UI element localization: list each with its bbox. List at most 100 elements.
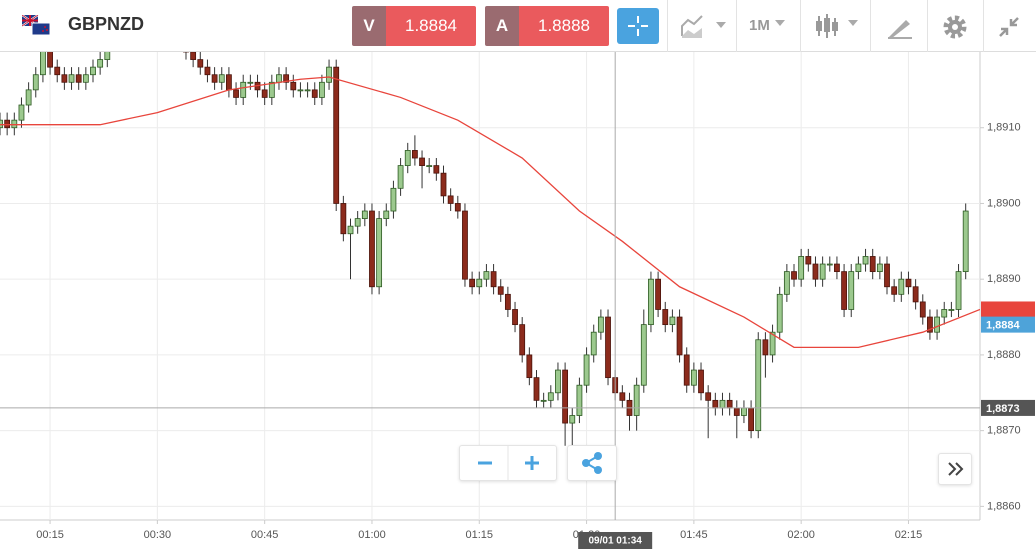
candle	[869, 248, 876, 280]
candle	[919, 294, 926, 325]
separator	[736, 0, 737, 52]
candle	[748, 400, 754, 439]
candle	[90, 59, 96, 83]
crosshair-x-tag	[578, 532, 653, 549]
candle	[934, 309, 940, 340]
candle	[676, 309, 683, 363]
candle	[47, 52, 53, 75]
candle-body	[748, 407, 754, 432]
candle-body	[948, 309, 955, 311]
candle-body	[361, 210, 368, 220]
candle-body	[126, 37, 131, 45]
candle	[333, 59, 340, 212]
candle	[848, 264, 855, 318]
candle-body	[75, 74, 82, 83]
sell-button[interactable]: V 1.8884	[352, 6, 476, 46]
candle	[497, 279, 504, 302]
candle-body	[469, 278, 476, 288]
settings-button[interactable]	[942, 14, 968, 40]
candle-body	[683, 354, 690, 386]
candle	[776, 286, 783, 340]
candle-body	[141, 29, 146, 37]
y-tick-label: 1,8880	[987, 349, 1021, 361]
candle	[340, 195, 347, 242]
candle	[841, 264, 847, 318]
candle-body	[934, 316, 940, 333]
candle-body	[798, 256, 805, 280]
candle-body	[805, 256, 812, 265]
candle	[576, 377, 583, 424]
candle	[197, 52, 204, 75]
y-tick-label: 1,8860	[987, 500, 1021, 512]
candle	[547, 385, 554, 408]
zoom-in[interactable]	[525, 456, 539, 470]
share-button[interactable]	[567, 445, 617, 481]
candle-body	[462, 210, 468, 280]
candle-body	[590, 331, 597, 356]
y-tick-label: 1,8890	[987, 273, 1021, 285]
x-tick-label: 01:45	[680, 529, 708, 541]
candle-body	[547, 392, 554, 401]
candle-body	[411, 150, 418, 159]
candle	[40, 52, 46, 83]
candle-body	[240, 81, 247, 98]
candle-body	[533, 377, 540, 401]
toolbar: GBPNZD V 1.8884 A 1.8888 1M	[0, 0, 1036, 52]
candle-body	[311, 89, 318, 98]
candle-body	[376, 218, 383, 288]
double-arrow	[948, 462, 964, 476]
timeframe-button[interactable]: 1M	[749, 17, 770, 34]
candle-body	[941, 309, 948, 318]
candle-body	[669, 316, 676, 326]
candle	[590, 324, 597, 363]
candle-body	[354, 218, 361, 227]
candle	[233, 82, 239, 106]
candle	[640, 309, 647, 393]
buy-price: 1.8888	[519, 6, 609, 46]
candle-body	[898, 278, 905, 295]
candle	[862, 248, 869, 272]
candle-body	[169, 29, 174, 37]
buy-button[interactable]: A 1.8888	[485, 6, 609, 46]
candle	[447, 188, 454, 212]
candle-type-button[interactable]	[814, 12, 862, 40]
candle	[311, 82, 318, 106]
candle	[354, 211, 361, 234]
chart-type-button[interactable]	[680, 14, 730, 40]
candle	[483, 264, 490, 287]
candle	[669, 309, 676, 333]
symbol: GBPNZD	[68, 14, 144, 34]
candle-body	[404, 150, 411, 166]
candle-body	[268, 81, 275, 98]
collapse-button[interactable]	[996, 14, 1022, 40]
candle	[426, 158, 433, 174]
candle	[834, 256, 840, 280]
crosshair-button[interactable]	[617, 8, 659, 44]
candle-body	[540, 399, 547, 402]
dropdown-arrow	[775, 20, 785, 26]
candle-body	[834, 263, 840, 273]
moving-average	[0, 76, 980, 348]
candle	[891, 279, 898, 302]
candle-body	[826, 263, 833, 266]
candle-body	[297, 89, 304, 92]
candle	[32, 67, 39, 98]
candle	[533, 370, 540, 408]
separator	[927, 0, 928, 52]
draw-button[interactable]	[886, 14, 914, 40]
candle-body	[912, 286, 919, 303]
candle-body	[162, 29, 167, 37]
candle	[605, 309, 611, 386]
candle	[512, 301, 518, 333]
y-tick-label: 1,8910	[987, 122, 1021, 134]
candle	[690, 362, 697, 393]
candle-body	[776, 293, 783, 333]
flag-icon	[22, 15, 50, 35]
candle-body	[276, 74, 282, 83]
candle-body	[783, 271, 790, 295]
scroll-right-button[interactable]	[938, 453, 972, 485]
candle	[169, 22, 174, 45]
x-tick-label: 00:30	[144, 529, 172, 541]
candle-body	[855, 263, 862, 273]
